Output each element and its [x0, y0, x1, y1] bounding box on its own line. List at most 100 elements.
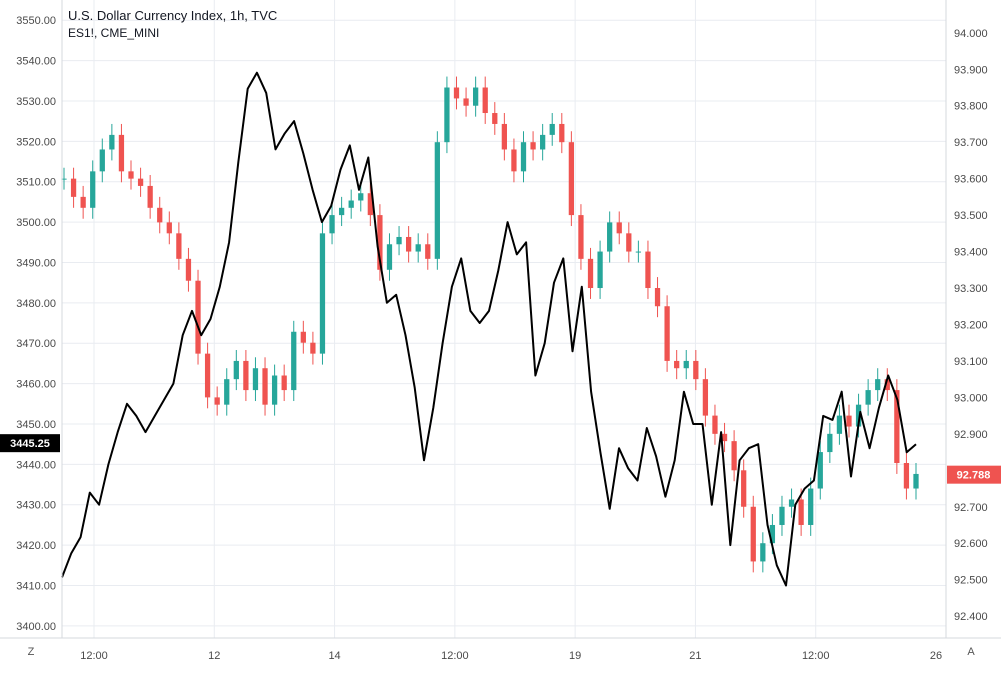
right-tick-label: 92.500: [954, 575, 988, 587]
candle-body: [875, 379, 881, 391]
candle-body: [779, 506, 785, 525]
auto-scale-button[interactable]: A: [967, 646, 975, 658]
left-tick-label: 3520.00: [16, 136, 56, 148]
candle-body: [348, 200, 354, 208]
candle-body: [645, 251, 651, 289]
candle-body: [367, 193, 373, 216]
time-tick-label: 21: [689, 650, 701, 662]
candle-body: [626, 233, 632, 252]
left-tick-label: 3460.00: [16, 379, 56, 391]
time-tick-label: 12:00: [802, 650, 830, 662]
candle-body: [195, 280, 201, 354]
candle-body: [90, 171, 96, 208]
candle-body: [654, 288, 661, 307]
candle-body: [559, 123, 565, 143]
left-tick-label: 3480.00: [16, 298, 56, 310]
candle-body: [204, 353, 211, 398]
candle-body: [482, 87, 488, 114]
left-tick-label: 3430.00: [16, 500, 56, 512]
left-tick-label: 3440.00: [16, 459, 56, 471]
candle-body: [530, 142, 536, 150]
candle-body: [61, 178, 67, 180]
candle-body: [568, 142, 575, 216]
time-tick-label: 19: [569, 650, 581, 662]
chart-subtitle: ES1!, CME_MINI: [68, 26, 160, 40]
left-price-axis: 3550.00 3540.00 3530.00 3520.00 3510.00 3500.…: [0, 0, 63, 638]
candle-body: [501, 123, 507, 150]
right-price-axis: 94.000 93.900 93.800 93.700 93.600 93.500 93.4…: [945, 0, 1001, 638]
right-tick-label: 94.000: [954, 28, 988, 40]
candle-body: [329, 215, 335, 234]
candle-body: [109, 134, 115, 150]
candle-body: [855, 404, 862, 427]
candle-body: [817, 452, 823, 489]
candle-body: [540, 134, 546, 150]
candle-body: [894, 390, 900, 464]
vertical-gridlines: [93, 0, 817, 638]
candle-body: [214, 397, 220, 405]
candle-body: [549, 123, 555, 135]
left-last-value-label: 3445.25: [10, 438, 50, 450]
candle-body: [99, 149, 105, 172]
left-last-value-badge: [0, 434, 60, 453]
time-tick-label: 12:00: [441, 650, 469, 662]
candle-body: [836, 415, 843, 434]
left-tick-label: 3420.00: [16, 540, 56, 552]
candle-body: [396, 236, 402, 245]
candle-body: [224, 379, 230, 405]
candle-body: [147, 185, 153, 208]
candle-body: [741, 470, 747, 507]
candle-body: [702, 379, 709, 416]
candle-body: [300, 331, 306, 343]
candle-body: [731, 441, 737, 471]
candle-body: [415, 244, 421, 252]
candle-body: [635, 251, 642, 253]
right-tick-label: 93.100: [954, 356, 988, 368]
candle-body: [166, 222, 172, 234]
right-tick-label: 92.600: [954, 538, 988, 550]
candle-body: [80, 196, 86, 208]
zoom-button[interactable]: Z: [27, 646, 35, 658]
candle-body: [405, 236, 412, 252]
candle-body: [750, 506, 756, 562]
candle-body: [607, 222, 613, 252]
candle-body: [520, 142, 527, 172]
left-tick-label: 3550.00: [16, 15, 56, 27]
candle-body: [425, 244, 431, 259]
right-last-value-badge: [947, 465, 1001, 484]
candle-body: [798, 499, 804, 525]
left-tick-label: 3510.00: [16, 177, 56, 189]
candle-body: [310, 342, 316, 354]
right-tick-label: 93.600: [954, 174, 988, 186]
time-tick-label: 12:00: [80, 650, 108, 662]
candle-body: [252, 368, 259, 391]
right-tick-label: 93.900: [954, 64, 988, 76]
candle-body: [291, 331, 297, 391]
candle-body: [769, 524, 776, 544]
left-tick-label: 3470.00: [16, 338, 56, 350]
right-last-value-label: 92.788: [957, 470, 991, 482]
candle-body: [808, 488, 814, 525]
candle-body: [664, 306, 670, 361]
left-tick-label: 3500.00: [16, 217, 56, 229]
right-tick-label: 93.700: [954, 137, 988, 149]
candle-body: [712, 415, 718, 434]
left-tick-label: 3410.00: [16, 581, 56, 593]
candle-body: [157, 207, 163, 223]
right-tick-label: 93.800: [954, 101, 988, 113]
candle-body: [846, 415, 852, 427]
candle-body: [185, 258, 192, 281]
candle-body: [319, 233, 326, 354]
candle-body: [137, 178, 144, 186]
candle-body: [243, 360, 249, 391]
right-tick-label: 93.200: [954, 319, 988, 331]
left-tick-label: 3400.00: [16, 621, 56, 633]
candle-body: [511, 149, 517, 172]
candle-body: [271, 375, 278, 405]
candle-body: [281, 375, 287, 391]
candle-body: [578, 215, 584, 259]
candle-body: [70, 178, 77, 197]
candle-body: [760, 543, 766, 562]
candle-body: [377, 215, 383, 270]
